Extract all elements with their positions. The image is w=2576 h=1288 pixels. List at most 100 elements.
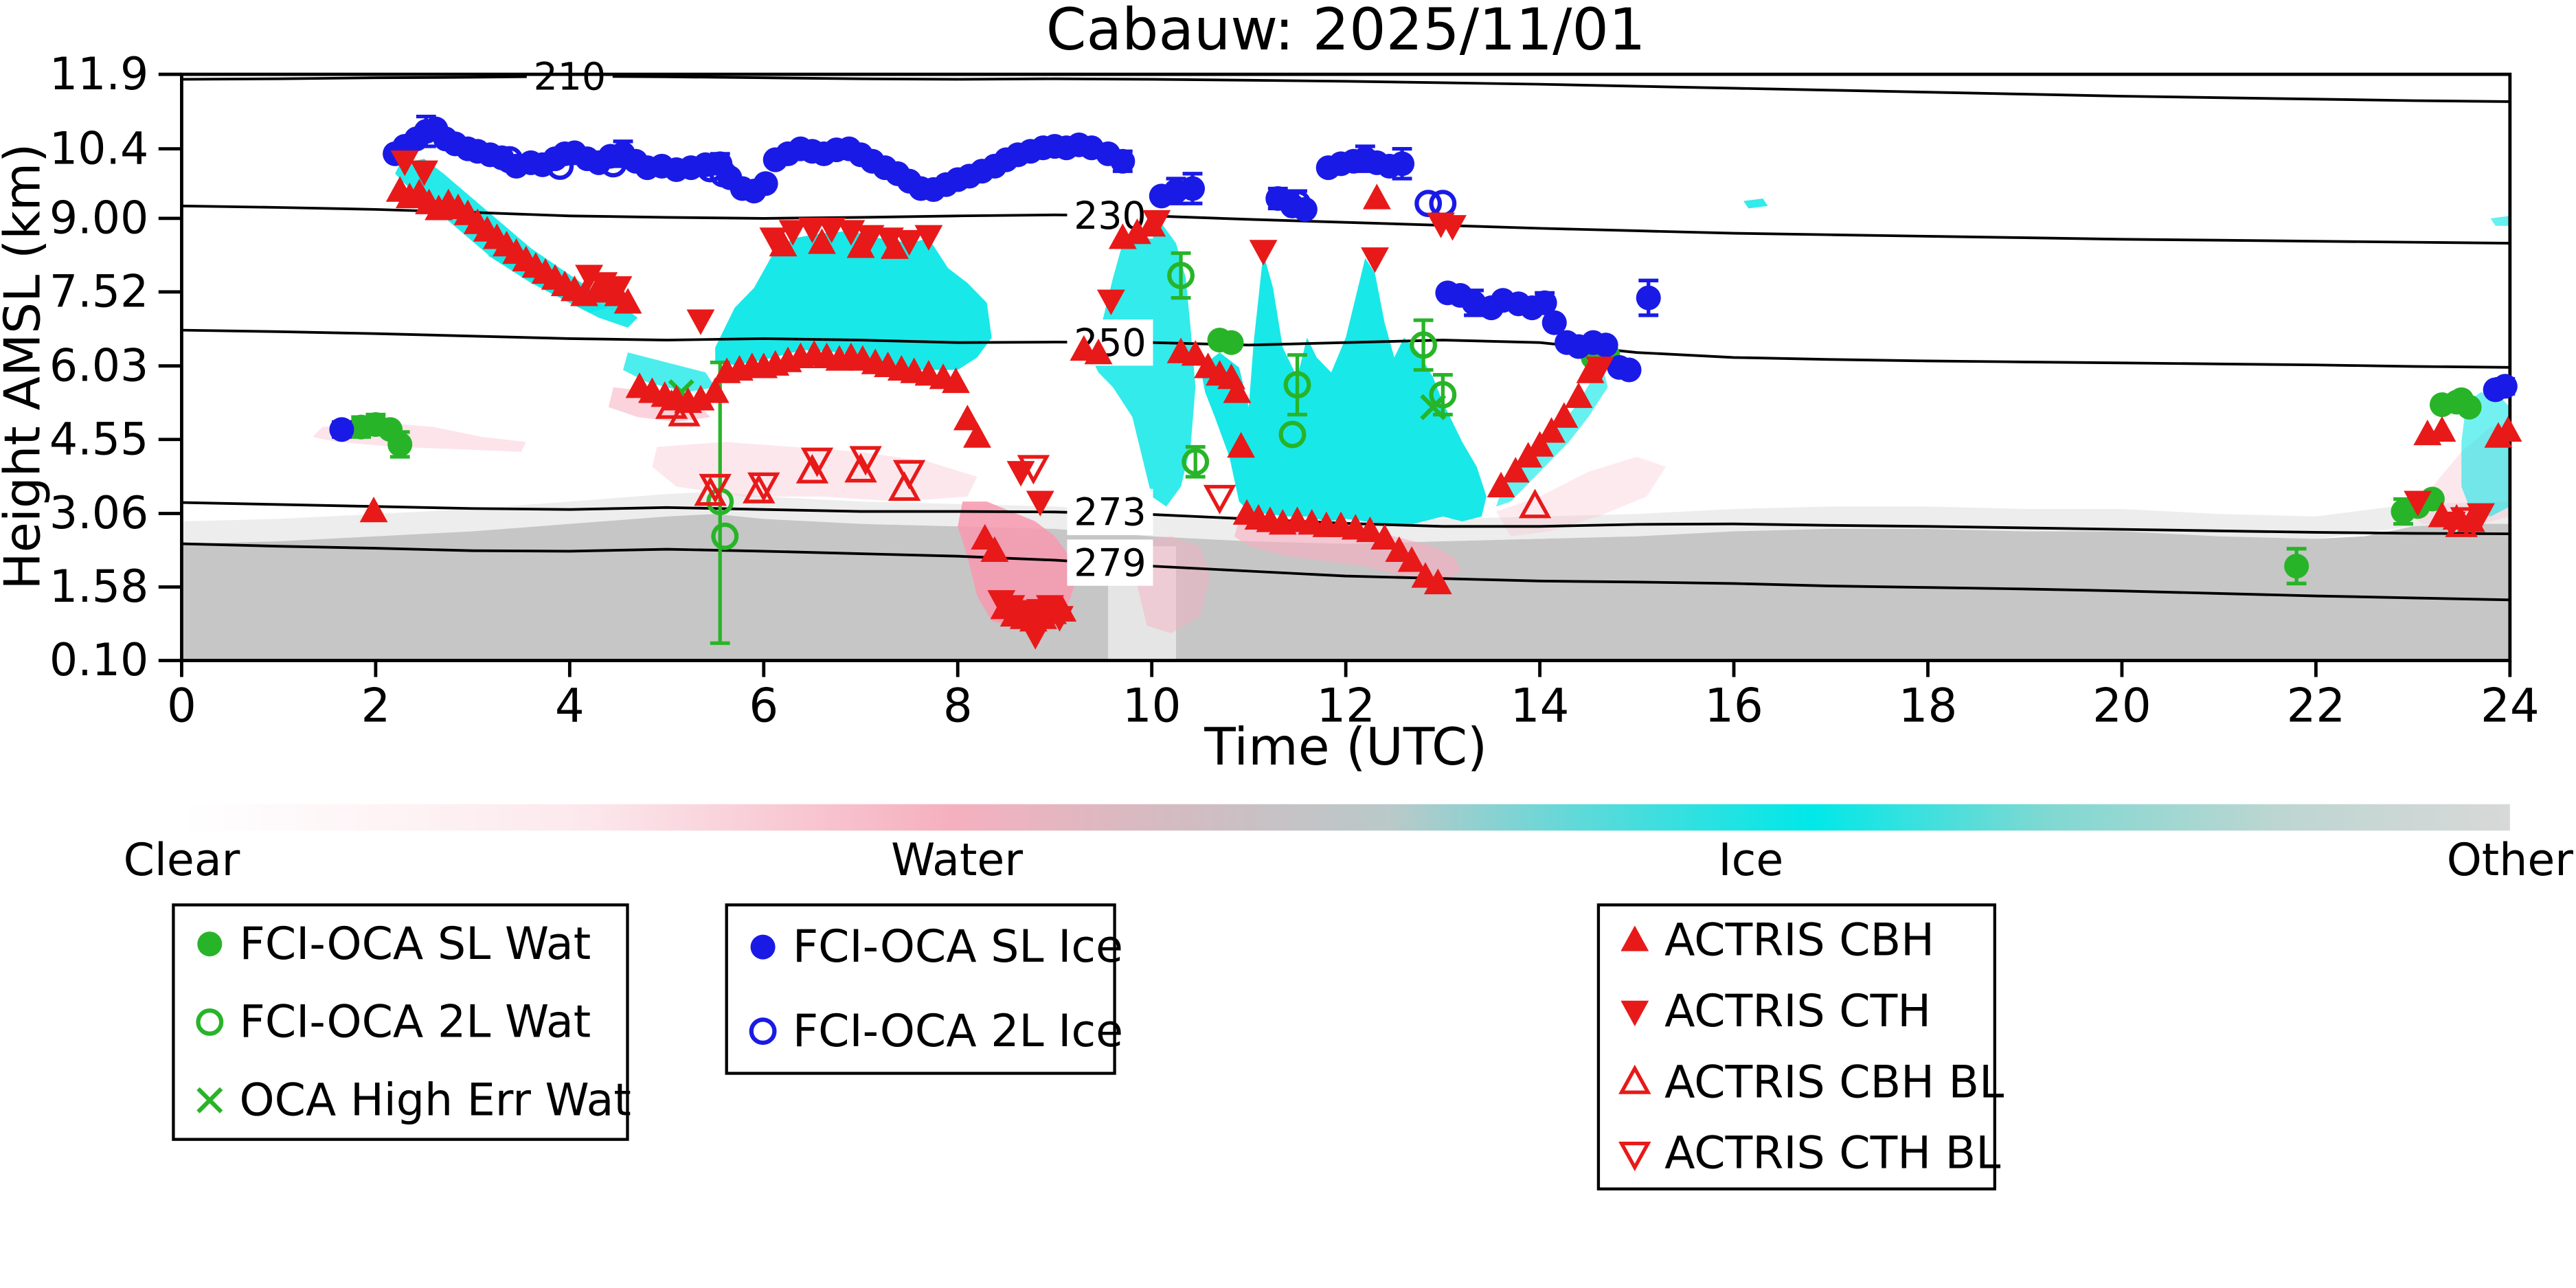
marker [808,228,836,254]
x-tick-label: 2 [361,679,390,732]
marker [980,536,1009,563]
y-tick-label: 1.58 [49,561,148,613]
marker [888,471,921,501]
x-tick-label: 0 [167,679,196,732]
contour-label-210: 210 [534,55,607,99]
legend-box-1: FCI-OCA SL Wat FCI-OCA 2L Wat OCA High Err… [172,903,631,1141]
marker [1021,624,1050,650]
y-tick-label: 7.52 [49,267,148,318]
marker [1361,247,1389,273]
marker [410,160,438,186]
region-water-low [1137,536,1210,633]
x-tick-label: 18 [1899,679,1958,732]
marker [699,473,732,504]
marker [709,159,737,188]
marker [914,225,943,251]
series-actris-cbh-bl [655,389,2478,537]
marker [953,405,982,431]
marker [2494,416,2522,442]
marker [747,472,780,502]
marker [575,264,604,291]
marker [1429,190,1457,218]
x-tick-label: 24 [2481,679,2540,732]
marker [856,225,885,251]
contour-250 [181,328,2510,369]
marker [2284,554,2309,579]
marker [1550,402,1579,428]
marker [1429,381,1457,409]
marker [1620,1000,1649,1026]
marker [1181,340,1210,366]
marker [1618,1064,1651,1094]
marker [686,385,715,411]
marker [1167,262,1195,290]
marker [1278,420,1307,449]
marker [2428,416,2456,442]
legend-label-fci-oca-2l-wat: FCI-OCA 2L Wat [240,997,591,1048]
x-tick-label: 14 [1511,679,1570,732]
scatter-points [329,115,2522,650]
contour-label-bg-273 [1067,488,1153,535]
marker [1026,490,1054,517]
marker [1110,148,1136,174]
contour-label-bg-279 [1067,539,1153,586]
marker [1249,240,1278,266]
marker [1370,523,1399,550]
legend-frame [172,903,629,1141]
marker [2445,507,2478,537]
marker [1227,431,1256,458]
x-tick-label: 16 [1704,679,1763,732]
legend-label-oca-high-err-wat: OCA High Err Wat [240,1074,631,1126]
marker [329,417,354,442]
marker [892,460,926,490]
marker [1283,190,1311,218]
x-tick-label: 6 [749,679,778,732]
marker [1585,357,1614,383]
marker [1223,377,1252,403]
marker [1518,488,1552,519]
marker [196,1087,223,1114]
legend-frame [1596,903,1997,1190]
marker [1283,371,1311,399]
colorbar-gradient [181,804,2510,831]
axes: 0 2 4 6 8 10 12 14 16 18 20 22 240.101.583.064.556.0… [49,49,2540,733]
marker [1390,151,1415,177]
marker [1636,285,1661,310]
marker [1532,290,1557,315]
marker [668,396,701,427]
legend-label-fci-oca-2l-ice: FCI-OCA 2L Ice [793,1006,1123,1057]
marker [750,934,776,960]
marker [1616,357,1642,383]
legend-label-actris-cth-bl: ACTRIS CTH BL [1664,1128,2000,1179]
marker [881,233,909,259]
marker [817,217,846,243]
marker [1182,448,1210,476]
marker [711,522,739,550]
marker [599,150,627,178]
marker [546,152,574,180]
y-tick-label: 3.06 [49,488,148,539]
marker [769,231,798,257]
marker [2404,490,2432,517]
marker [1438,215,1467,241]
colorbar-label-clear: Clear [124,835,240,886]
marker [895,229,924,256]
marker [1564,382,1593,408]
marker [2492,374,2518,399]
marker [1423,568,1452,595]
colorbar-label-other: Other [2447,835,2574,886]
marker [1526,431,1555,457]
y-tick-label: 0.10 [49,635,148,686]
contour-279 [181,542,2510,602]
marker [759,227,788,253]
marker [701,377,730,403]
marker [686,309,715,335]
marker [1084,338,1113,365]
region-ice-mass-e [1200,253,1487,527]
x-tick-label: 12 [1316,679,1375,732]
marker [1537,417,1566,443]
legend-frame [725,903,1116,1075]
marker [359,496,388,523]
marker [743,473,776,504]
